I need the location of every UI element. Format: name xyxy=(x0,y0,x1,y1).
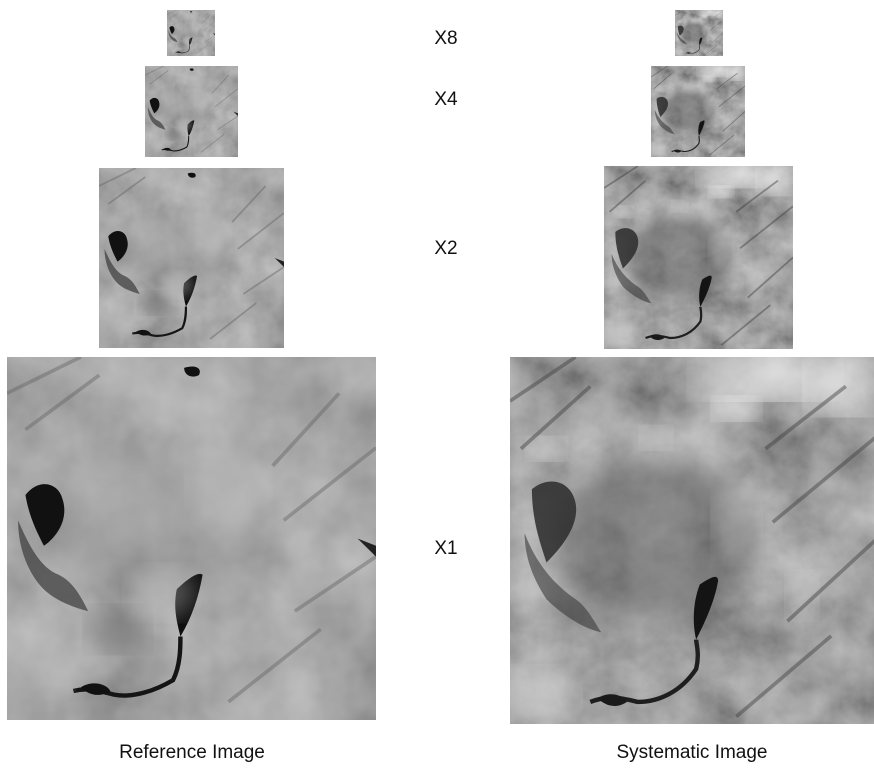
systematic-image-x4 xyxy=(651,66,745,157)
systematic-image-x2-texture xyxy=(604,166,793,349)
reference-image-x1 xyxy=(7,357,376,720)
systematic-image-x1 xyxy=(510,357,874,724)
reference-image-x1-texture xyxy=(7,357,376,720)
reference-image-x2-texture xyxy=(99,168,284,348)
systematic-image-x2 xyxy=(604,166,793,349)
systematic-image-caption: Systematic Image xyxy=(616,742,768,763)
reference-image-x8 xyxy=(167,10,215,56)
reference-image-caption: Reference Image xyxy=(119,742,265,763)
systematic-image-x8-texture xyxy=(675,10,723,56)
systematic-image-x1-texture xyxy=(510,357,874,724)
scale-label-x8: X8 xyxy=(434,28,458,49)
reference-image-x2 xyxy=(99,168,284,348)
systematic-image-x4-texture xyxy=(651,66,745,157)
scale-label-x1: X1 xyxy=(434,538,458,559)
scale-label-x4: X4 xyxy=(434,89,458,110)
reference-image-x4-texture xyxy=(145,66,238,157)
reference-image-x8-texture xyxy=(167,10,215,56)
reference-image-x4 xyxy=(145,66,238,157)
systematic-image-x8 xyxy=(675,10,723,56)
scale-label-x2: X2 xyxy=(434,238,458,259)
